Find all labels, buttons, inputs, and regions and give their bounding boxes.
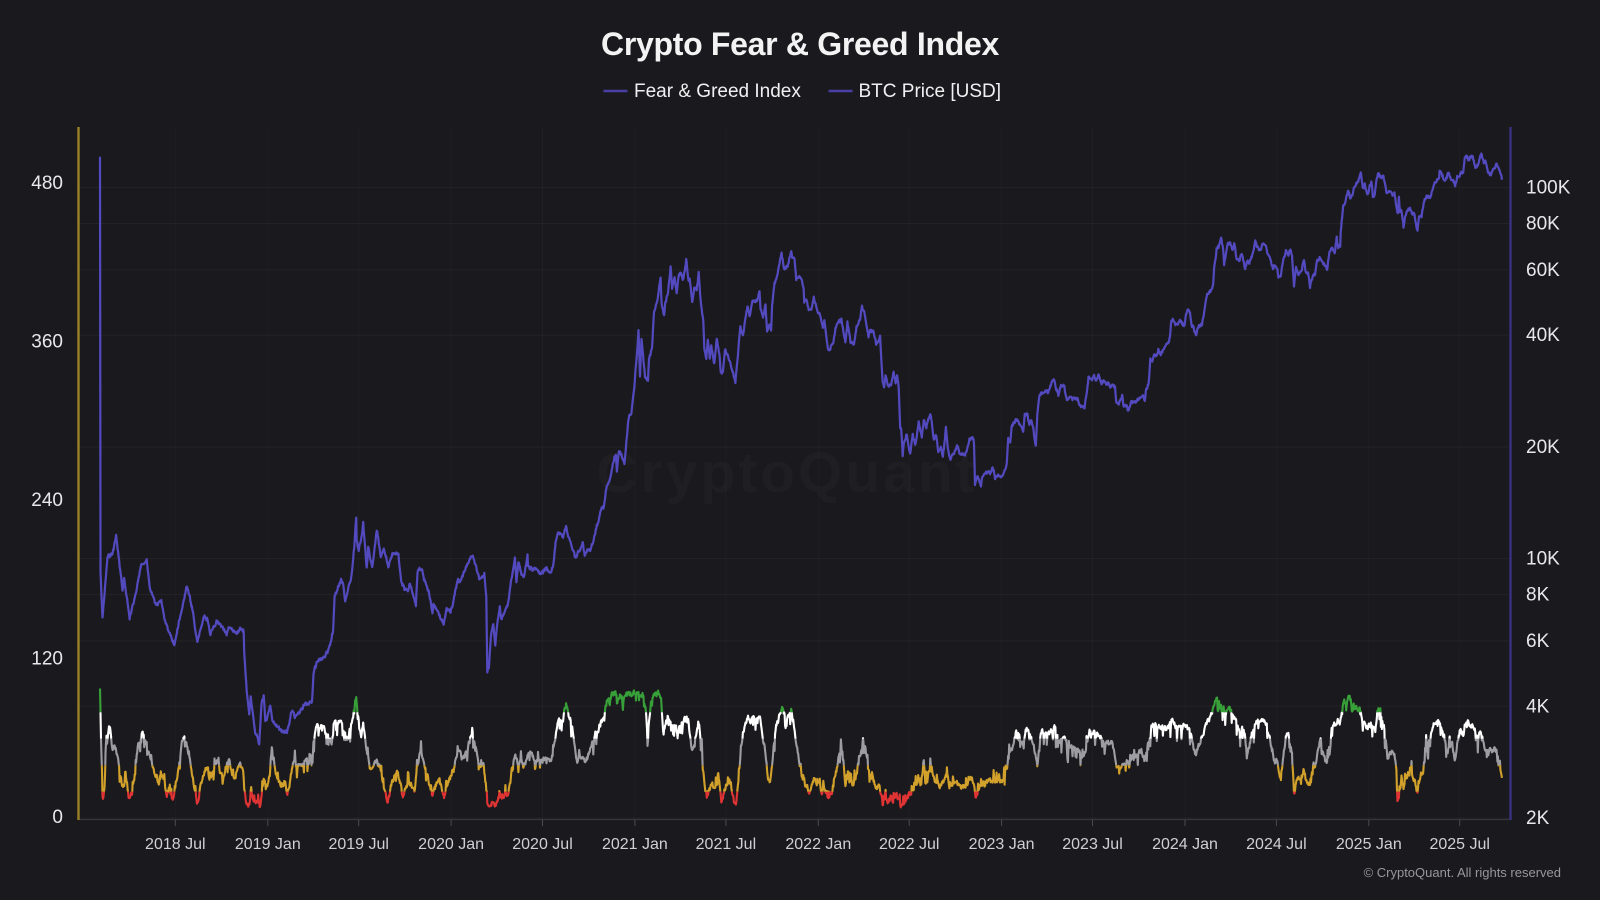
svg-text:2022 Jul: 2022 Jul <box>879 836 940 853</box>
svg-text:2024 Jan: 2024 Jan <box>1152 836 1218 853</box>
svg-text:360: 360 <box>31 332 63 353</box>
svg-text:240: 240 <box>31 490 63 511</box>
svg-text:20K: 20K <box>1526 437 1560 458</box>
svg-text:2023 Jul: 2023 Jul <box>1062 836 1123 853</box>
svg-text:Fear & Greed Index: Fear & Greed Index <box>634 81 801 102</box>
svg-text:0: 0 <box>52 807 63 828</box>
svg-text:40K: 40K <box>1526 325 1560 346</box>
svg-text:80K: 80K <box>1526 214 1560 235</box>
svg-text:2020 Jul: 2020 Jul <box>512 836 573 853</box>
svg-text:© CryptoQuant. All rights rese: © CryptoQuant. All rights reserved <box>1364 865 1561 880</box>
svg-text:2025 Jan: 2025 Jan <box>1336 836 1402 853</box>
svg-text:120: 120 <box>31 649 63 670</box>
svg-text:Crypto Fear & Greed Index: Crypto Fear & Greed Index <box>601 26 999 62</box>
svg-text:2022 Jan: 2022 Jan <box>785 836 851 853</box>
svg-text:2K: 2K <box>1526 808 1550 829</box>
svg-text:2021 Jul: 2021 Jul <box>696 836 757 853</box>
svg-text:4K: 4K <box>1526 696 1550 717</box>
svg-text:2019 Jan: 2019 Jan <box>235 836 301 853</box>
svg-text:CryptoQuant: CryptoQuant <box>596 441 977 505</box>
svg-text:8K: 8K <box>1526 585 1550 606</box>
svg-text:2020 Jan: 2020 Jan <box>418 836 484 853</box>
svg-text:60K: 60K <box>1526 260 1560 281</box>
svg-text:100K: 100K <box>1526 178 1571 199</box>
svg-text:2019 Jul: 2019 Jul <box>328 836 389 853</box>
svg-text:2021 Jan: 2021 Jan <box>602 836 668 853</box>
svg-text:480: 480 <box>31 173 63 194</box>
svg-text:BTC Price [USD]: BTC Price [USD] <box>859 81 1002 102</box>
svg-text:2023 Jan: 2023 Jan <box>969 836 1035 853</box>
svg-text:6K: 6K <box>1526 631 1550 652</box>
svg-text:2025 Jul: 2025 Jul <box>1429 836 1490 853</box>
svg-text:2018 Jul: 2018 Jul <box>145 836 206 853</box>
svg-text:10K: 10K <box>1526 549 1560 570</box>
svg-text:2024 Jul: 2024 Jul <box>1246 836 1307 853</box>
